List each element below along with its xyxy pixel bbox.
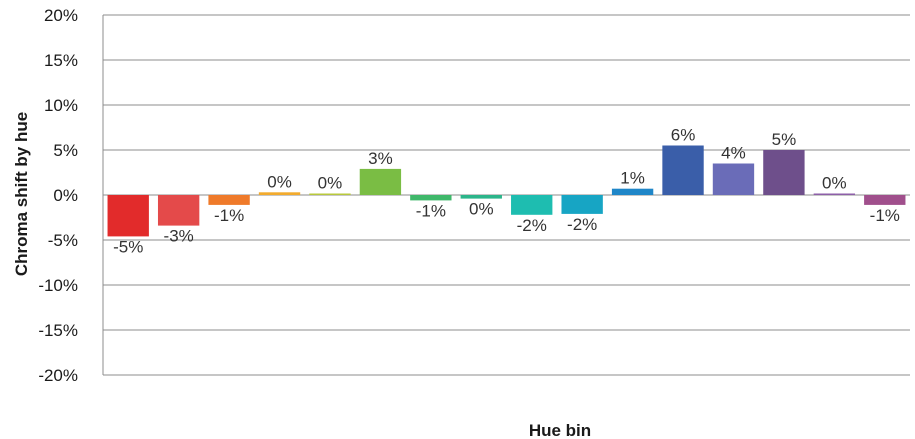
data-label: -2% [567, 215, 597, 234]
bar [157, 195, 200, 226]
bar [864, 195, 906, 205]
bar [107, 195, 149, 237]
y-tick-label: 15% [44, 51, 78, 70]
y-tick-label: -20% [38, 366, 78, 385]
bar [309, 193, 351, 195]
y-axis-ticks: -20% -15% -10% -5% 0% 5% 10% 15% 20% [38, 6, 78, 385]
bar [763, 150, 805, 195]
bar [208, 195, 250, 205]
bar [460, 195, 502, 199]
y-axis-title: Chroma shift by hue [12, 112, 31, 276]
y-tick-label: 20% [44, 6, 78, 25]
data-label: -3% [164, 227, 194, 246]
bar [258, 192, 301, 195]
bar [813, 193, 856, 195]
data-label: -1% [870, 206, 900, 225]
data-label: 3% [368, 149, 393, 168]
data-label: 0% [822, 174, 847, 193]
y-tick-label: -15% [38, 321, 78, 340]
bar [511, 195, 553, 215]
data-label: -1% [416, 201, 446, 220]
data-label: 5% [772, 130, 797, 149]
data-label: 1% [620, 169, 645, 188]
y-tick-label: -10% [38, 276, 78, 295]
y-tick-label: 10% [44, 96, 78, 115]
bar [359, 168, 402, 195]
y-tick-label: 5% [53, 141, 78, 160]
bar [662, 145, 704, 195]
data-label: -2% [517, 216, 547, 235]
bar [410, 195, 452, 201]
data-labels: -5% -3% -1% 0% 0% 3% -1% 0% -2% -2% 1% 6% 4% 5% 0% -1% [113, 126, 900, 257]
data-label: 4% [721, 144, 746, 163]
bars [107, 145, 906, 237]
data-label: 0% [469, 200, 494, 219]
data-label: -1% [214, 206, 244, 225]
bar [712, 163, 755, 195]
data-label: 0% [267, 172, 292, 191]
data-label: 6% [671, 126, 696, 145]
data-label: 0% [318, 174, 343, 193]
y-tick-label: -5% [48, 231, 78, 250]
data-label: -5% [113, 237, 143, 256]
y-tick-label: 0% [53, 186, 78, 205]
x-axis-title: Hue bin [529, 421, 591, 439]
bar [561, 195, 603, 214]
bar [611, 188, 654, 195]
